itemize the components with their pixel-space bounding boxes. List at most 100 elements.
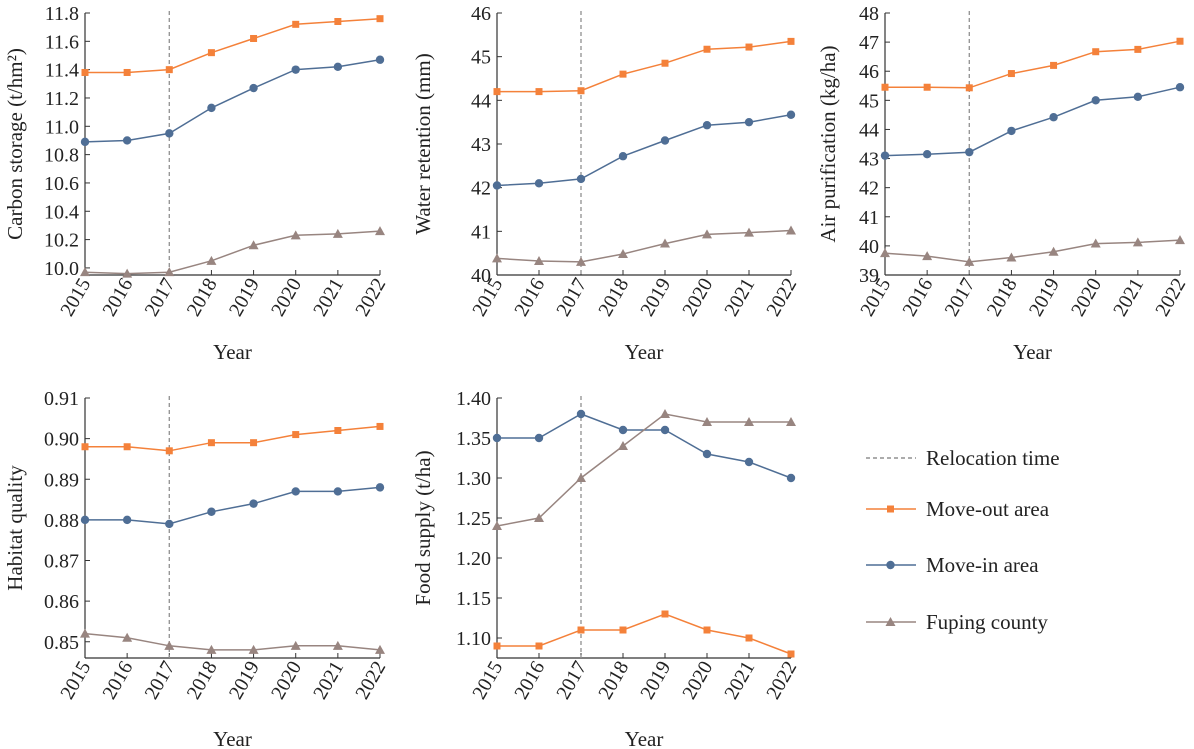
y-tick-label: 1.15 xyxy=(456,588,491,610)
data-point xyxy=(786,110,796,119)
data-point xyxy=(492,433,502,443)
data-point xyxy=(165,519,174,529)
chart-panel-1: 10.0 10.2 10.4 10.6 10.8 11.0 11.2 11.4 11.6 11.8… xyxy=(3,3,390,364)
data-point xyxy=(250,439,258,447)
data-point xyxy=(577,87,585,95)
y-tick-label: 0.88 xyxy=(44,510,79,532)
x-tick-label: 2019 xyxy=(225,658,264,704)
data-point xyxy=(744,227,754,237)
data-point xyxy=(1090,238,1101,248)
y-tick-label: 42 xyxy=(859,178,879,200)
y-tick-label: 1.40 xyxy=(456,388,491,410)
y-tick-label: 44 xyxy=(859,119,879,141)
data-point xyxy=(1133,92,1143,102)
series-line-move-in xyxy=(496,113,792,187)
data-point xyxy=(80,628,90,638)
legend: Relocation time Move-out area Move-in ar… xyxy=(866,446,1060,634)
series-fuping xyxy=(880,235,1185,266)
data-point xyxy=(164,267,175,277)
y-tick-label: 0.87 xyxy=(44,551,79,573)
data-point xyxy=(165,447,173,455)
chart-panel-4: 0.85 0.86 0.87 0.88 0.89 0.90 0.91 2015 2016 2017… xyxy=(3,388,390,749)
data-point xyxy=(123,443,131,451)
data-point xyxy=(376,422,384,430)
data-point xyxy=(250,34,258,42)
data-point xyxy=(576,473,586,482)
y-tick-label: 41 xyxy=(471,221,491,243)
series-line-move-in xyxy=(85,486,381,525)
series-line-move-out xyxy=(497,613,792,655)
x-tick-label: 2018 xyxy=(183,658,222,704)
x-tick-label: 2017 xyxy=(141,658,180,704)
x-tick-label: 2015 xyxy=(56,658,95,704)
data-point xyxy=(165,129,174,138)
series-move-out xyxy=(81,422,384,455)
y-tick-label: 11.2 xyxy=(45,88,79,110)
data-point xyxy=(375,644,385,654)
x-tick-label: 2016 xyxy=(510,658,549,704)
data-point xyxy=(534,179,544,188)
data-point xyxy=(81,68,89,76)
series-move-out xyxy=(881,37,1184,92)
y-tick-label: 44 xyxy=(471,90,491,112)
x-tick-label: 2018 xyxy=(983,275,1022,321)
data-point xyxy=(660,425,670,435)
data-point xyxy=(207,103,216,113)
chart-panels: 10.0 10.2 10.4 10.6 10.8 11.0 11.2 11.4 11.6 11.8… xyxy=(3,3,1190,749)
data-point xyxy=(786,225,796,235)
x-tick-label: 2020 xyxy=(267,275,306,321)
data-point xyxy=(122,136,132,145)
data-point xyxy=(1134,45,1142,53)
data-point xyxy=(248,240,259,250)
data-point xyxy=(122,268,133,278)
data-point xyxy=(376,15,384,23)
y-tick-label: 39 xyxy=(859,265,879,287)
data-point xyxy=(206,644,217,654)
data-point xyxy=(881,83,889,91)
x-tick-label: 2019 xyxy=(636,658,675,704)
y-axis-title: Habitat quality xyxy=(3,465,27,591)
x-tick-label: 2016 xyxy=(510,275,549,321)
legend-move-in-label: Move-in area xyxy=(926,553,1039,577)
data-point xyxy=(492,253,502,263)
legend-move-out-label: Move-out area xyxy=(926,497,1050,521)
series-line-move-out xyxy=(497,40,792,93)
y-tick-label: 0.89 xyxy=(44,469,79,491)
x-tick-label: 2019 xyxy=(1025,275,1064,321)
data-point xyxy=(618,425,628,435)
x-tick-label: 2017 xyxy=(552,658,591,704)
x-tick-label: 2018 xyxy=(594,275,633,321)
data-point xyxy=(1007,126,1016,136)
data-point xyxy=(334,427,342,434)
series-move-out xyxy=(493,610,795,658)
data-point xyxy=(207,49,215,57)
data-point xyxy=(787,37,795,45)
legend-move-in-marker xyxy=(886,560,895,570)
y-tick-label: 10.8 xyxy=(44,145,79,167)
y-tick-label: 45 xyxy=(471,47,491,69)
y-tick-label: 1.25 xyxy=(456,508,491,530)
y-tick-label: 40 xyxy=(859,236,879,258)
y-tick-label: 1.20 xyxy=(456,548,491,570)
series-move-in xyxy=(880,83,1185,160)
data-point xyxy=(965,147,974,157)
data-point xyxy=(660,409,670,418)
data-point xyxy=(702,417,712,426)
data-point xyxy=(492,521,502,530)
data-point xyxy=(249,83,258,93)
data-point xyxy=(618,249,628,259)
series-move-in xyxy=(80,483,385,529)
data-point xyxy=(291,487,300,496)
data-point xyxy=(375,226,385,236)
x-tick-label: 2015 xyxy=(56,275,95,321)
data-point xyxy=(207,439,215,447)
data-point xyxy=(1048,246,1059,256)
data-point xyxy=(576,409,586,419)
y-axis-title: Air purification (kg/ha) xyxy=(816,45,840,242)
x-tick-label: 2016 xyxy=(98,275,137,321)
data-point xyxy=(576,256,586,266)
data-point xyxy=(618,152,628,161)
y-tick-label: 10.2 xyxy=(44,230,79,252)
y-tick-label: 47 xyxy=(859,32,879,54)
